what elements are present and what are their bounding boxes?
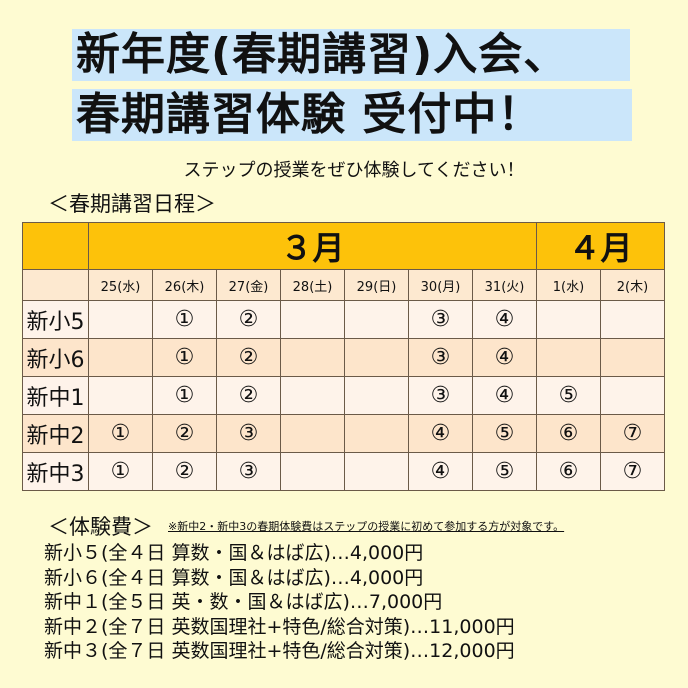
session-cell: ②: [152, 414, 217, 453]
subtitle: ステップの授業をぜひ体験してください！: [183, 160, 525, 181]
session-cell: ④: [472, 338, 537, 377]
fees-heading: ＜体験費＞: [48, 515, 153, 539]
session-cell: ③: [216, 414, 281, 453]
grade-label: 新小5: [22, 300, 89, 339]
day-header: 26(木): [152, 269, 217, 301]
session-cell: ⑥: [536, 452, 601, 491]
grade-label: 新中3: [22, 452, 89, 491]
fees-note: ※新中2・新中3の春期体験費はステップの授業に初めて参加する方が対象です。: [168, 520, 565, 533]
session-cell: [344, 414, 409, 453]
session-cell: ⑤: [472, 452, 537, 491]
session-cell: [600, 338, 665, 377]
grade-label: 新中1: [22, 376, 89, 415]
table-row: 新小6 ① ② ③ ④: [22, 338, 665, 377]
month-march: ３月: [88, 222, 537, 270]
session-cell: ⑥: [536, 414, 601, 453]
month-april: ４月: [536, 222, 665, 270]
schedule-table: ３月 ４月 25(水) 26(木) 27(金) 28(土) 29(日) 30(月) 31(火…: [22, 222, 665, 491]
session-cell: ③: [216, 452, 281, 491]
table-row: 新中1 ① ② ③ ④ ⑤: [22, 376, 665, 415]
session-cell: [88, 376, 153, 415]
session-cell: [600, 300, 665, 339]
day-header: 31(火): [472, 269, 537, 301]
fee-item: 新中２(全７日 英数国理社+特色/総合対策)…11,000円: [44, 615, 515, 638]
title-line-2: 春期講習体験 受付中！: [72, 89, 632, 141]
session-cell: ⑦: [600, 452, 665, 491]
session-cell: ②: [216, 300, 281, 339]
session-cell: ②: [152, 452, 217, 491]
session-cell: ④: [408, 414, 473, 453]
day-header: 25(水): [88, 269, 153, 301]
fee-item: 新中３(全７日 英数国理社+特色/総合対策)…12,000円: [44, 640, 515, 662]
table-row: 新小5 ① ② ③ ④: [22, 300, 665, 339]
session-cell: ⑤: [472, 414, 537, 453]
session-cell: ④: [408, 452, 473, 491]
session-cell: [536, 300, 601, 339]
session-cell: ④: [472, 376, 537, 415]
day-header: 2(木): [600, 269, 665, 301]
schedule-heading: ＜春期講習日程＞: [48, 192, 216, 216]
table-row: 新中3 ① ② ③ ④ ⑤ ⑥ ⑦: [22, 452, 665, 491]
session-cell: [280, 300, 345, 339]
session-cell: ②: [216, 338, 281, 377]
session-cell: [280, 376, 345, 415]
session-cell: ①: [152, 376, 217, 415]
session-cell: ②: [216, 376, 281, 415]
session-cell: ①: [152, 338, 217, 377]
session-cell: [344, 338, 409, 377]
day-header: 30(月): [408, 269, 473, 301]
session-cell: ①: [152, 300, 217, 339]
day-header: 1(水): [536, 269, 601, 301]
corner-cell: [22, 222, 89, 270]
day-header: 29(日): [344, 269, 409, 301]
session-cell: [280, 338, 345, 377]
session-cell: ⑤: [536, 376, 601, 415]
session-cell: [88, 338, 153, 377]
session-cell: ③: [408, 338, 473, 377]
session-cell: ③: [408, 300, 473, 339]
day-header: 28(土): [280, 269, 345, 301]
session-cell: ①: [88, 452, 153, 491]
session-cell: [280, 414, 345, 453]
session-cell: [344, 452, 409, 491]
session-cell: ⑦: [600, 414, 665, 453]
grade-label: 新中2: [22, 414, 89, 453]
session-cell: ③: [408, 376, 473, 415]
session-cell: [344, 376, 409, 415]
day-corner: [22, 269, 89, 301]
session-cell: [536, 338, 601, 377]
session-cell: [600, 376, 665, 415]
table-row: 新中2 ① ② ③ ④ ⑤ ⑥ ⑦: [22, 414, 665, 453]
session-cell: [344, 300, 409, 339]
fee-item: 新小６(全４日 算数・国＆はば広)…4,000円: [44, 566, 424, 589]
session-cell: [88, 300, 153, 339]
title-line-1: 新年度(春期講習)入会、: [72, 29, 630, 81]
session-cell: [280, 452, 345, 491]
grade-label: 新小6: [22, 338, 89, 377]
fee-item: 新中１(全５日 英・数・国＆はば広)…7,000円: [44, 591, 443, 613]
session-cell: ①: [88, 414, 153, 453]
fee-item: 新小５(全４日 算数・国＆はば広)…4,000円: [44, 542, 424, 564]
session-cell: ④: [472, 300, 537, 339]
day-header: 27(金): [216, 269, 281, 301]
